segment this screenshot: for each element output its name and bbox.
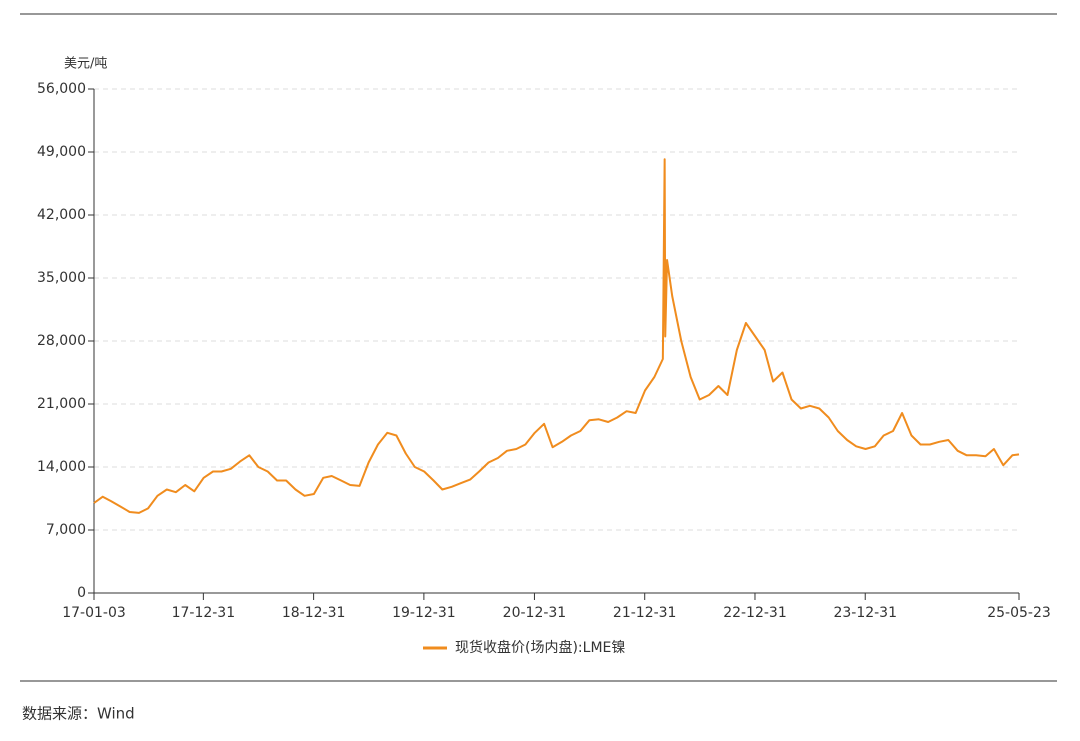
x-tick-label: 17-01-03 xyxy=(62,605,126,621)
y-tick-label: 28,000 xyxy=(37,333,86,349)
y-tick-label: 49,000 xyxy=(37,144,86,160)
x-tick-label: 18-12-31 xyxy=(282,605,346,621)
x-tick-label: 20-12-31 xyxy=(503,605,567,621)
y-tick-label: 21,000 xyxy=(37,396,86,412)
y-tick-label: 14,000 xyxy=(37,459,86,475)
x-tick-label: 22-12-31 xyxy=(723,605,787,621)
data-line xyxy=(93,158,1020,514)
y-tick-label: 42,000 xyxy=(37,207,86,223)
y-tick-label: 0 xyxy=(77,585,86,601)
y-axis-label: 美元/吨 xyxy=(64,57,107,72)
x-tick-label: 23-12-31 xyxy=(833,605,897,621)
y-tick-label: 35,000 xyxy=(37,270,86,286)
x-tick-label: 25-05-23 xyxy=(987,605,1051,621)
y-tick-label: 7,000 xyxy=(46,522,86,538)
x-tick-label: 19-12-31 xyxy=(392,605,456,621)
y-tick-label: 56,000 xyxy=(37,81,86,97)
legend-label: 现货收盘价(场内盘):LME镍 xyxy=(455,639,625,656)
source: 数据来源：Wind xyxy=(22,705,135,723)
x-tick-label: 21-12-31 xyxy=(613,605,677,621)
x-tick-label: 17-12-31 xyxy=(172,605,236,621)
